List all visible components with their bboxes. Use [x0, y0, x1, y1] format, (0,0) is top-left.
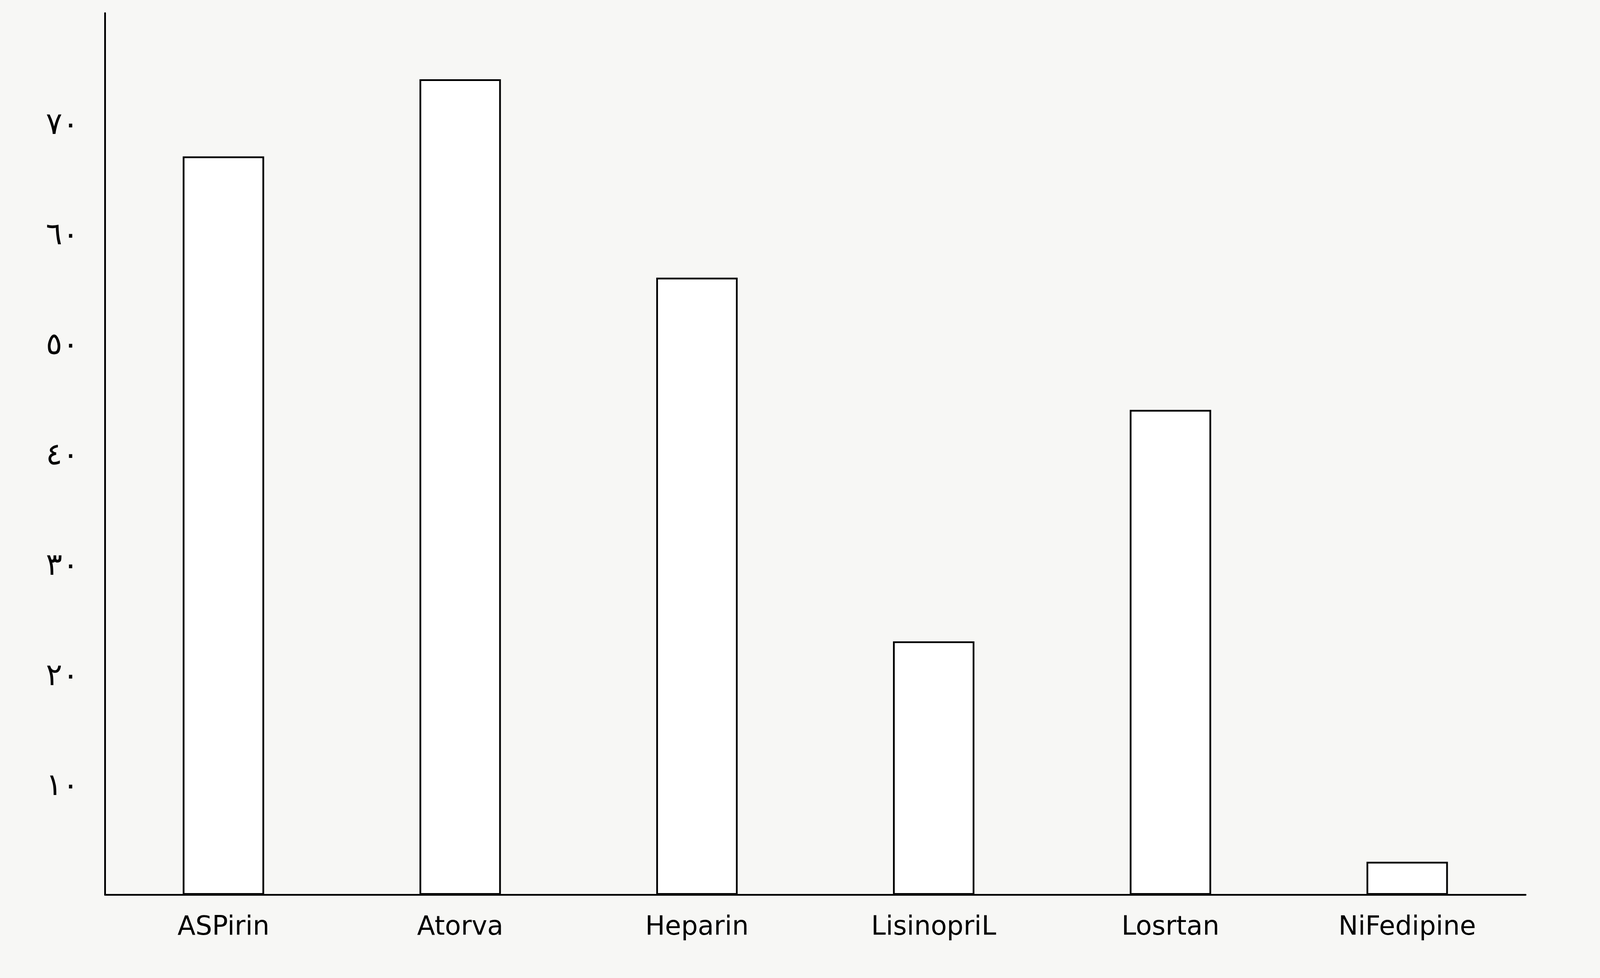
- svg-text:٢٠: ٢٠: [45, 656, 79, 693]
- svg-text:٧٠: ٧٠: [45, 105, 79, 142]
- svg-text:ASPirin: ASPirin: [177, 910, 270, 941]
- svg-text:٦٠: ٦٠: [45, 215, 79, 252]
- svg-text:Atorva: Atorva: [417, 910, 504, 941]
- svg-text:LisinopriL: LisinopriL: [871, 910, 997, 941]
- svg-text:Losrtan: Losrtan: [1121, 910, 1220, 941]
- svg-text:NiFedipine: NiFedipine: [1338, 910, 1477, 941]
- svg-text:٤٠: ٤٠: [45, 436, 79, 472]
- svg-text:٣٠: ٣٠: [45, 546, 79, 583]
- svg-text:٥٠: ٥٠: [45, 325, 79, 362]
- svg-text:Heparin: Heparin: [645, 910, 749, 941]
- svg-text:١٠: ١٠: [45, 766, 79, 803]
